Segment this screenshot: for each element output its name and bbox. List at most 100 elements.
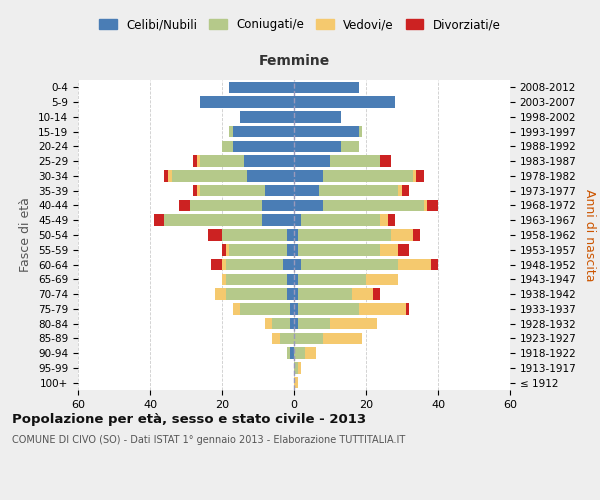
Bar bbox=[298, 244, 380, 256]
Bar bbox=[294, 156, 330, 167]
Bar bbox=[154, 214, 164, 226]
Bar bbox=[298, 288, 352, 300]
Bar bbox=[211, 259, 222, 270]
Bar bbox=[323, 170, 413, 181]
Bar bbox=[294, 362, 298, 374]
Bar bbox=[298, 362, 301, 374]
Bar bbox=[319, 185, 398, 196]
Bar bbox=[301, 259, 398, 270]
Bar bbox=[294, 377, 298, 388]
Bar bbox=[226, 288, 287, 300]
Bar bbox=[305, 348, 316, 359]
Bar bbox=[287, 229, 294, 241]
Bar bbox=[294, 126, 359, 138]
Bar bbox=[373, 288, 380, 300]
Bar bbox=[164, 170, 168, 181]
Bar bbox=[294, 303, 298, 314]
Bar bbox=[222, 229, 287, 241]
Bar bbox=[244, 156, 294, 167]
Text: Femmine: Femmine bbox=[259, 54, 329, 68]
Bar bbox=[294, 318, 298, 330]
Bar bbox=[398, 244, 409, 256]
Bar bbox=[294, 229, 298, 241]
Bar bbox=[164, 214, 262, 226]
Bar bbox=[200, 96, 294, 108]
Bar bbox=[359, 126, 362, 138]
Bar bbox=[272, 318, 290, 330]
Bar bbox=[290, 348, 294, 359]
Bar bbox=[294, 111, 341, 122]
Bar bbox=[172, 170, 247, 181]
Bar bbox=[229, 244, 287, 256]
Y-axis label: Anni di nascita: Anni di nascita bbox=[583, 188, 596, 281]
Bar bbox=[301, 214, 380, 226]
Bar bbox=[233, 140, 294, 152]
Bar bbox=[413, 229, 420, 241]
Bar bbox=[294, 200, 323, 211]
Bar bbox=[197, 156, 200, 167]
Bar bbox=[193, 156, 197, 167]
Bar bbox=[330, 156, 380, 167]
Bar bbox=[330, 318, 377, 330]
Bar bbox=[406, 303, 409, 314]
Bar bbox=[200, 156, 244, 167]
Bar bbox=[388, 214, 395, 226]
Bar bbox=[283, 259, 294, 270]
Bar bbox=[323, 200, 424, 211]
Bar bbox=[424, 200, 427, 211]
Bar bbox=[413, 170, 416, 181]
Bar bbox=[402, 185, 409, 196]
Bar bbox=[287, 244, 294, 256]
Bar bbox=[294, 274, 298, 285]
Bar bbox=[431, 259, 438, 270]
Bar bbox=[294, 348, 305, 359]
Bar bbox=[294, 170, 323, 181]
Bar bbox=[380, 156, 391, 167]
Bar bbox=[233, 303, 240, 314]
Bar bbox=[287, 274, 294, 285]
Bar bbox=[193, 185, 197, 196]
Bar bbox=[298, 229, 391, 241]
Bar bbox=[294, 259, 301, 270]
Bar bbox=[341, 140, 359, 152]
Text: COMUNE DI CIVO (SO) - Dati ISTAT 1° gennaio 2013 - Elaborazione TUTTITALIA.IT: COMUNE DI CIVO (SO) - Dati ISTAT 1° genn… bbox=[12, 435, 405, 445]
Bar bbox=[280, 332, 294, 344]
Bar bbox=[290, 303, 294, 314]
Bar bbox=[294, 332, 323, 344]
Bar bbox=[200, 185, 265, 196]
Bar bbox=[427, 200, 438, 211]
Bar bbox=[294, 288, 298, 300]
Bar bbox=[226, 244, 229, 256]
Y-axis label: Fasce di età: Fasce di età bbox=[19, 198, 32, 272]
Bar bbox=[294, 244, 298, 256]
Bar bbox=[287, 288, 294, 300]
Bar bbox=[298, 274, 366, 285]
Bar bbox=[298, 303, 359, 314]
Bar bbox=[294, 185, 319, 196]
Bar bbox=[298, 318, 330, 330]
Bar bbox=[247, 170, 294, 181]
Bar bbox=[215, 288, 226, 300]
Bar bbox=[352, 288, 373, 300]
Bar bbox=[229, 82, 294, 93]
Bar bbox=[222, 259, 226, 270]
Bar bbox=[294, 96, 395, 108]
Bar bbox=[222, 274, 226, 285]
Bar bbox=[179, 200, 190, 211]
Bar bbox=[233, 126, 294, 138]
Bar bbox=[190, 200, 262, 211]
Bar bbox=[294, 214, 301, 226]
Bar bbox=[222, 140, 233, 152]
Bar bbox=[380, 214, 388, 226]
Bar bbox=[380, 244, 398, 256]
Bar bbox=[391, 229, 413, 241]
Bar bbox=[240, 303, 290, 314]
Bar bbox=[208, 229, 222, 241]
Bar bbox=[265, 318, 272, 330]
Bar bbox=[359, 303, 406, 314]
Bar bbox=[240, 111, 294, 122]
Bar bbox=[398, 185, 402, 196]
Bar bbox=[262, 200, 294, 211]
Bar bbox=[272, 332, 280, 344]
Bar bbox=[265, 185, 294, 196]
